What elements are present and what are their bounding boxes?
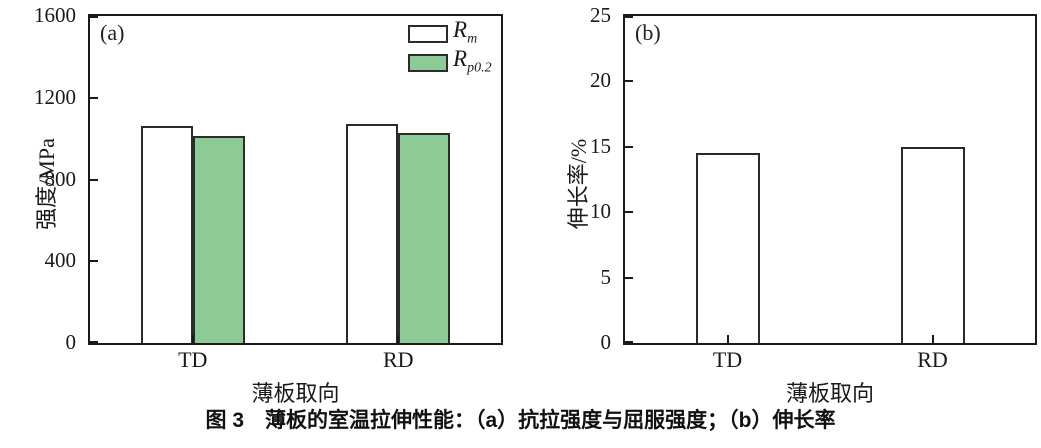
panel-a: (a) Rm Rp0.2 0 400 800 1200 1600 TD RD 强度/MPa …	[0, 0, 520, 406]
y-tick-label: 25	[590, 3, 611, 27]
y-axis-title-a: 强度/MPa	[34, 138, 59, 230]
x-tick	[726, 335, 729, 343]
panel-label-a: (a)	[100, 20, 125, 45]
legend-item-rm: Rm	[408, 18, 492, 46]
x-axis-title-a: 薄板取向	[251, 381, 340, 406]
y-tick-label: 1200	[34, 84, 76, 109]
y-tick	[90, 96, 98, 99]
bar-Rp0.2-TD	[192, 135, 245, 343]
y-tick	[625, 211, 633, 214]
y-tick-label: 5	[600, 264, 612, 289]
x-tick-label-RD: RD	[917, 347, 948, 372]
bar-Rm-TD	[140, 126, 193, 343]
panel-label-b: (b)	[635, 20, 661, 45]
y-tick-label: 20	[590, 68, 611, 93]
y-tick-label: 0	[600, 330, 612, 354]
y-tick-label: 15	[590, 133, 611, 158]
y-axis-title-b: 伸长率/%	[566, 138, 591, 230]
y-tick-label: 1600	[34, 3, 76, 27]
legend-item-rp02: Rp0.2	[408, 47, 492, 75]
x-tick	[397, 335, 400, 343]
x-tick-label-RD: RD	[382, 347, 414, 372]
legend-label-rm: Rm	[453, 16, 478, 47]
figure-caption: 图 3 薄板的室温拉伸性能：（a）抗拉强度与屈服强度；（b）伸长率	[205, 409, 836, 432]
bar-Rm-RD	[346, 124, 399, 343]
y-tick	[625, 341, 633, 343]
plot-area-a: (a) Rm Rp0.2 0 400 800 1200 1600 TD RD	[34, 5, 503, 371]
y-tick-label: 0	[65, 330, 77, 354]
y-tick	[90, 341, 98, 343]
x-tick-label-TD: TD	[178, 347, 208, 372]
plot-area-b: (b) 0 5 10 15 20 25 TD RD	[590, 5, 1037, 371]
y-tick-label: 10	[590, 199, 611, 224]
legend-swatch-rp02	[408, 54, 448, 72]
x-tick	[191, 335, 194, 343]
y-tick	[90, 260, 98, 263]
y-tick-label: 400	[44, 248, 77, 273]
y-tick	[625, 80, 633, 83]
y-tick	[625, 16, 633, 18]
x-tick-label-TD: TD	[712, 347, 743, 372]
legend: Rm Rp0.2	[408, 18, 492, 75]
y-tick	[625, 276, 633, 279]
x-axis-title-b: 薄板取向	[785, 381, 874, 406]
bar-Rp0.2-RD	[398, 132, 451, 343]
bar-伸长率-TD	[695, 153, 760, 343]
legend-swatch-rm	[408, 25, 448, 43]
y-tick	[90, 16, 98, 18]
y-tick	[625, 145, 633, 148]
y-tick-label: 800	[44, 166, 77, 191]
y-tick	[90, 178, 98, 181]
x-tick	[931, 335, 934, 343]
panel-b: (b) 0 5 10 15 20 25 TD RD 伸长率/% 薄板取向	[520, 0, 1041, 406]
bar-伸长率-RD	[900, 146, 965, 343]
legend-label-rp02: Rp0.2	[453, 45, 492, 76]
